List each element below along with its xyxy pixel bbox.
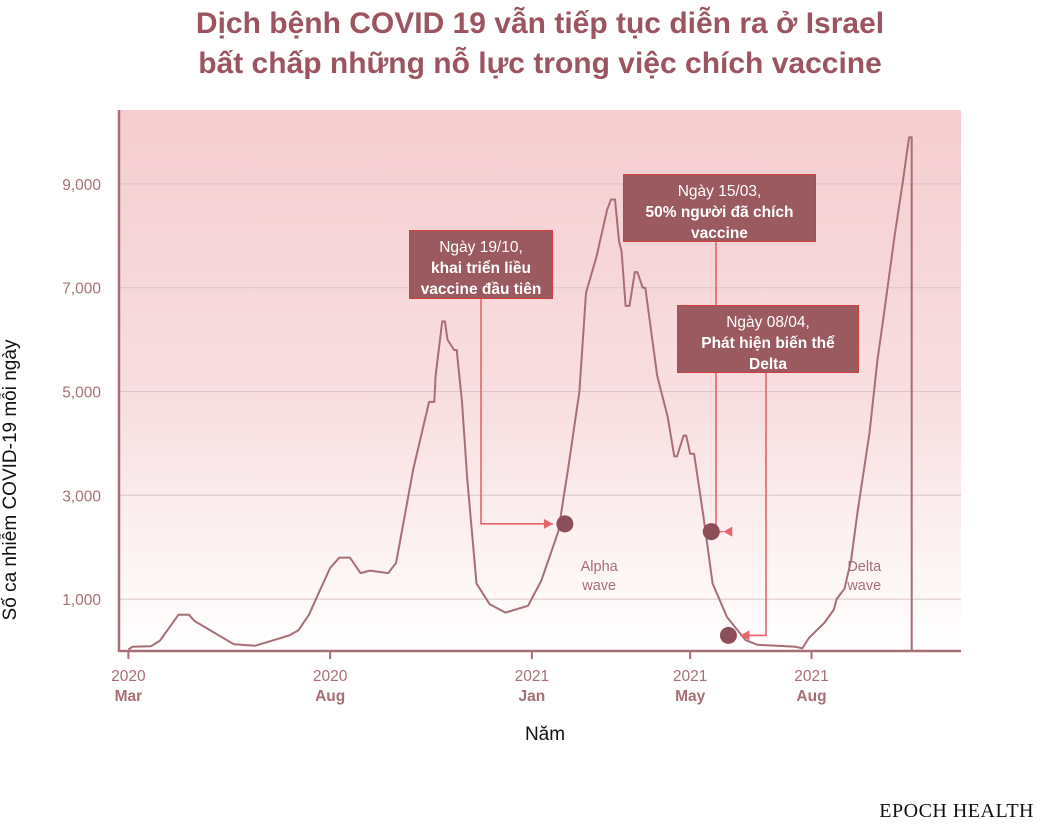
wave-label-1-line-0: Delta	[847, 559, 882, 575]
plot-background	[119, 110, 961, 650]
callout-delta-detected-line-2: Phát hiện biến thể	[701, 335, 835, 352]
callout-first-vaccine: Ngày 19/10, khai triển liều vaccine đầu …	[409, 230, 553, 299]
x-tick-year-0: 2020	[111, 668, 146, 685]
y-tick-label-2: 5,000	[62, 385, 101, 402]
x-tick-labels: 2020 Mar 2020 Aug 2021 Jan 2021 May 2021 Aug	[111, 651, 829, 705]
callout-half-vaccinated-line-1: Ngày 15/03,	[677, 183, 762, 200]
annotation-marker-vaccine	[556, 515, 574, 533]
x-tick-month-2: Jan	[519, 688, 546, 705]
callout-first-vaccine-line-1: Ngày 19/10,	[439, 239, 523, 256]
x-tick-month-4: Aug	[796, 688, 826, 705]
x-tick-year-4: 2021	[794, 668, 828, 685]
series-layer	[127, 136, 913, 651]
gridlines	[119, 183, 961, 600]
callout-delta-detected-line-1: Ngày 08/04,	[726, 314, 810, 331]
x-tick-year-1: 2020	[313, 668, 348, 685]
annotation-marker-delta	[719, 626, 737, 644]
y-tick-label-4: 9,000	[62, 177, 101, 194]
connector-arrow-0	[543, 518, 553, 529]
brand-logo-text: EPOCH HEALTH	[879, 800, 1034, 822]
x-tick-month-1: Aug	[315, 688, 345, 705]
callout-half-vaccinated-line-2: 50% người đã chích	[645, 204, 794, 221]
x-tick-month-3: May	[675, 688, 706, 705]
callout-delta-detected: Ngày 08/04, Phát hiện biến thể Delta	[677, 305, 859, 373]
series-line-0	[127, 136, 913, 651]
callout-half-vaccinated-line-3: vaccine	[691, 225, 748, 242]
chart-title: Dịch bệnh COVID 19 vẫn tiếp tục diễn ra …	[0, 4, 1048, 84]
wave-label-1-line-1: wave	[846, 578, 881, 594]
y-tick-labels: 1,000 3,000 5,000 7,000 9,000	[62, 177, 101, 609]
x-tick-year-2: 2021	[515, 668, 549, 685]
callout-first-vaccine-line-3: vaccine đầu tiên	[420, 281, 542, 298]
x-tick-month-0: Mar	[115, 688, 143, 705]
annotation-markers	[556, 515, 737, 644]
callout-first-vaccine-line-2: khai triển liều	[431, 260, 531, 277]
wave-label-0-line-1: wave	[581, 578, 616, 594]
connector-line-0	[480, 299, 553, 525]
y-tick-label-3: 7,000	[62, 281, 101, 298]
y-axis-label-text: Số ca nhiễm COVID-19 mỗi ngày	[0, 339, 21, 621]
callout-delta-detected-line-3: Delta	[749, 356, 787, 373]
y-tick-label-1: 3,000	[62, 488, 101, 505]
x-axis-label: Năm	[524, 724, 566, 745]
wave-labels: Alpha wave Delta wave	[581, 559, 882, 594]
connector-arrow-2	[740, 630, 750, 641]
callout-half-vaccinated: Ngày 15/03, 50% người đã chích vaccine	[623, 174, 816, 242]
title-line-1: Dịch bệnh COVID 19 vẫn tiếp tục diễn ra …	[195, 7, 885, 40]
x-tick-year-3: 2021	[673, 668, 707, 685]
y-tick-label-0: 1,000	[62, 592, 101, 609]
annotation-marker-half	[702, 523, 720, 541]
wave-label-0-line-0: Alpha	[581, 559, 619, 575]
connector-arrow-1	[723, 526, 733, 537]
title-line-2: bất chấp những nỗ lực trong việc chích v…	[198, 47, 882, 80]
